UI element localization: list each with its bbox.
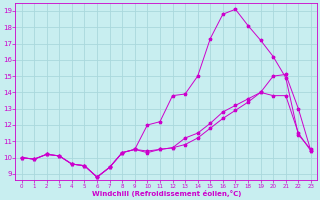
X-axis label: Windchill (Refroidissement éolien,°C): Windchill (Refroidissement éolien,°C) (92, 190, 241, 197)
